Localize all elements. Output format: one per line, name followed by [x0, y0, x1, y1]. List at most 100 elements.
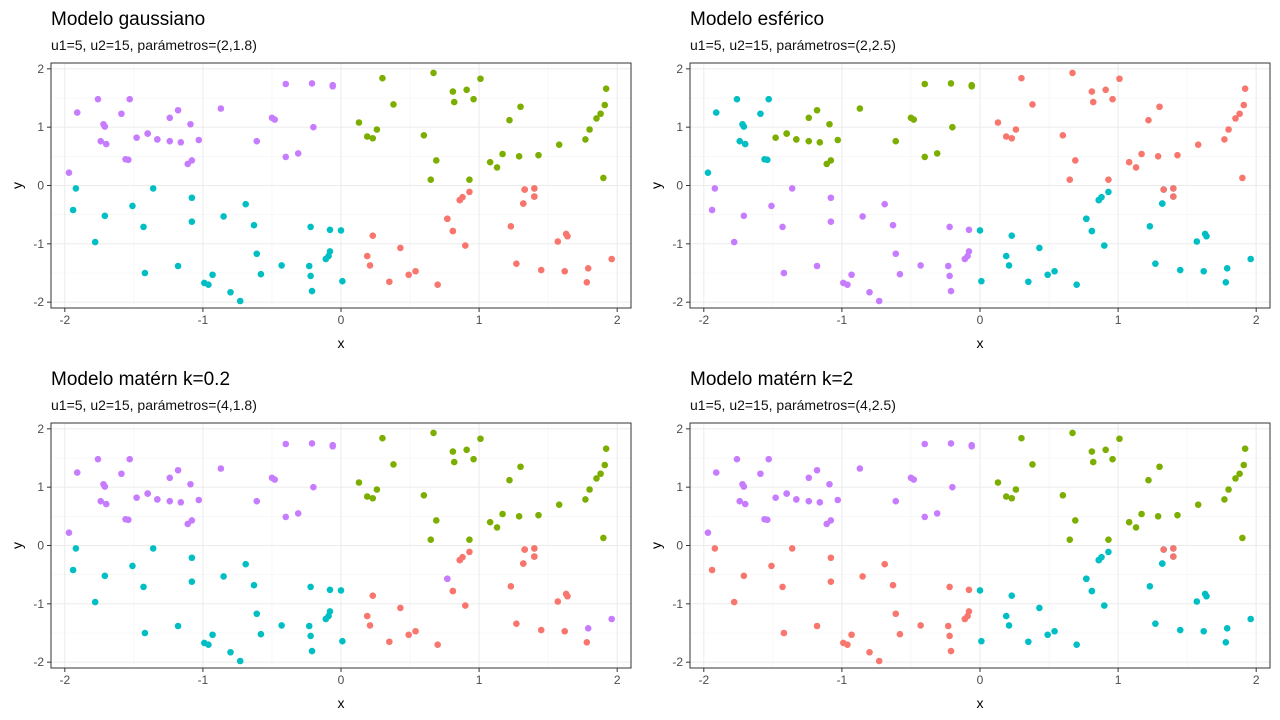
data-point-green: [805, 114, 813, 122]
data-point-cyan: [69, 566, 77, 574]
x-tick-label: -2: [698, 313, 709, 327]
data-point-red: [1194, 141, 1202, 148]
data-point-green: [379, 434, 386, 442]
x-tick-label: 0: [977, 313, 984, 327]
data-point-red: [507, 583, 515, 590]
data-point-green: [373, 126, 381, 133]
data-point-cyan: [1222, 279, 1230, 286]
data-point-red: [813, 622, 821, 630]
data-point-cyan: [129, 202, 136, 210]
data-point-purple: [608, 615, 615, 623]
data-point-cyan: [1105, 548, 1112, 556]
data-point-green: [601, 461, 609, 469]
data-point-red: [561, 627, 569, 635]
data-point-cyan: [1152, 620, 1159, 627]
data-point-red: [461, 242, 469, 249]
data-point-green: [1109, 455, 1116, 463]
data-point-cyan: [220, 213, 227, 220]
data-point-cyan: [1152, 260, 1159, 267]
data-point-red: [513, 260, 520, 267]
data-point-purple: [910, 476, 918, 483]
data-point-green: [1102, 446, 1109, 454]
scatter-points: [704, 69, 1254, 305]
data-point-red: [1018, 74, 1025, 82]
data-point-purple: [144, 130, 151, 137]
data-point-red: [1225, 126, 1232, 133]
data-point-red: [965, 608, 973, 615]
data-point-green: [515, 513, 523, 520]
panel-subtitle: u1=5, u2=15, parámetros=(4,2.5): [690, 397, 896, 413]
data-point-cyan: [1203, 592, 1210, 600]
data-point-cyan: [339, 637, 346, 645]
data-point-cyan: [242, 560, 250, 568]
data-point-red: [779, 583, 786, 591]
data-point-red: [1138, 150, 1145, 158]
data-point-purple: [282, 513, 290, 521]
data-point-red: [768, 562, 775, 570]
data-point-green: [582, 496, 589, 503]
data-point-green: [373, 486, 381, 493]
panel-matern-2: Modelo matérn k=2 u1=5, u2=15, parámetro…: [648, 369, 1271, 711]
data-point-cyan: [1200, 627, 1208, 635]
y-tick-label: 2: [676, 62, 683, 76]
data-point-purple: [174, 106, 182, 114]
data-point-green: [486, 158, 494, 166]
data-point-green: [390, 461, 397, 468]
data-point-green: [493, 164, 501, 171]
data-point-cyan: [1073, 281, 1080, 288]
data-point-red: [1170, 193, 1177, 200]
data-point-cyan: [250, 581, 258, 589]
data-point-cyan: [704, 169, 712, 176]
data-point-green: [1088, 448, 1096, 455]
data-point-green: [1194, 501, 1202, 508]
data-point-cyan: [1200, 267, 1208, 275]
y-tick-label: -1: [33, 237, 44, 251]
data-point-red: [788, 545, 796, 552]
data-point-cyan: [72, 545, 80, 552]
data-point-red: [1236, 110, 1243, 118]
y-tick-label: -2: [672, 295, 683, 309]
data-point-green: [826, 120, 833, 128]
data-point-green: [432, 517, 440, 524]
data-point-red: [386, 638, 393, 646]
data-point-purple: [765, 455, 773, 463]
y-axis-title: y: [9, 542, 25, 549]
data-point-green: [355, 119, 363, 126]
data-point-cyan: [236, 297, 244, 305]
data-point-cyan: [712, 109, 720, 116]
data-point-cyan: [69, 206, 77, 214]
y-tick-label: 2: [37, 62, 44, 76]
data-point-cyan: [1223, 265, 1231, 272]
data-point-cyan: [1025, 278, 1032, 286]
data-point-purple: [805, 474, 813, 482]
data-point-red: [466, 548, 473, 556]
data-point-cyan: [242, 200, 250, 208]
x-tick-label: -1: [837, 313, 848, 327]
data-point-red: [917, 622, 924, 629]
data-point-purple: [779, 223, 786, 231]
data-point-cyan: [140, 223, 147, 231]
data-point-red: [456, 196, 464, 204]
data-point-red: [1069, 69, 1076, 77]
y-tick-label: -1: [672, 597, 683, 611]
data-point-green: [1241, 445, 1249, 452]
data-point-cyan: [757, 110, 764, 118]
data-point-red: [521, 186, 528, 193]
data-point-cyan: [1105, 188, 1112, 196]
data-point-cyan: [741, 140, 749, 148]
x-tick-label: 2: [1253, 673, 1260, 687]
data-point-green: [994, 479, 1002, 486]
data-point-green: [432, 157, 440, 164]
data-point-green: [856, 105, 864, 112]
data-point-green: [793, 136, 800, 143]
data-point-red: [369, 592, 377, 599]
panel-title: Modelo esférico: [690, 9, 824, 30]
data-point-purple: [946, 272, 953, 280]
data-point-green: [449, 88, 457, 95]
data-point-purple: [126, 455, 134, 463]
data-point-red: [507, 223, 515, 230]
y-tick-label: 1: [676, 120, 683, 134]
data-point-green: [910, 116, 918, 123]
data-point-cyan: [1095, 196, 1103, 204]
data-point-green: [477, 75, 484, 83]
